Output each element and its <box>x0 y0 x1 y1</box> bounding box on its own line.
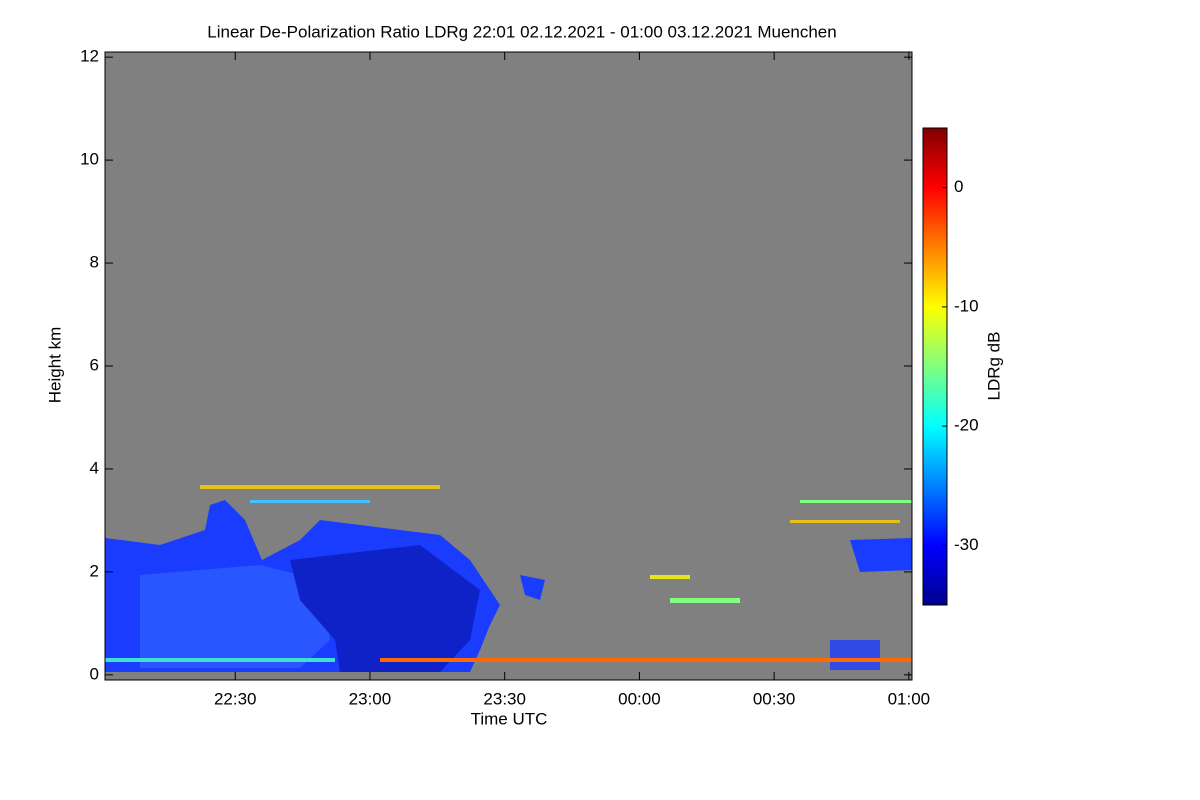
y-tick-label: 4 <box>90 458 99 477</box>
y-tick-label: 6 <box>90 355 99 374</box>
y-tick-label: 10 <box>80 150 99 169</box>
x-tick-label: 01:00 <box>888 689 931 708</box>
colorbar <box>922 127 948 606</box>
x-axis-label: Time UTC <box>471 709 548 728</box>
x-tick-label: 22:30 <box>214 689 257 708</box>
colorbar-tick-label: -30 <box>954 535 979 554</box>
x-tick-label: 23:00 <box>349 689 392 708</box>
y-axis-label: Height km <box>45 327 64 404</box>
y-tick-label: 8 <box>90 253 99 272</box>
x-tick-label: 00:30 <box>753 689 796 708</box>
chart-title: Linear De-Polarization Ratio LDRg 22:01 … <box>207 22 836 41</box>
y-tick-label: 12 <box>80 47 99 66</box>
backscatter-field <box>105 485 912 672</box>
colorbar-label: LDRg dB <box>984 332 1003 401</box>
colorbar-tick-label: -10 <box>954 296 979 315</box>
y-tick-label: 2 <box>90 561 99 580</box>
colorbar-tick-label: -20 <box>954 416 979 435</box>
x-tick-label: 00:00 <box>618 689 661 708</box>
x-tick-label: 23:30 <box>483 689 526 708</box>
y-tick-label: 0 <box>90 664 99 683</box>
colorbar-tick-label: 0 <box>954 177 963 196</box>
